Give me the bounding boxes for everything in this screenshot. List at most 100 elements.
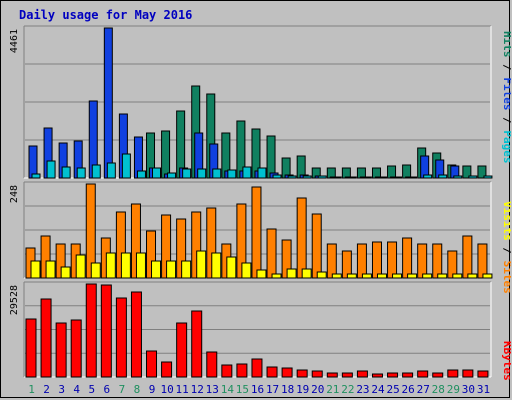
bar-kbytes-kbytes-day-16 bbox=[251, 358, 263, 378]
bar-kbytes-kbytes-day-23 bbox=[356, 370, 368, 378]
legend-separator: / bbox=[501, 58, 511, 78]
bar-visits-sites-day-12 bbox=[196, 250, 207, 279]
bar-hits-pages-day-28 bbox=[438, 174, 448, 179]
x-tick-label-day-23: 23 bbox=[356, 383, 369, 396]
x-tick-label-day-16: 16 bbox=[251, 383, 264, 396]
panel-visits-max-label: 248 bbox=[9, 185, 20, 203]
bar-visits-sites-day-1 bbox=[30, 260, 41, 279]
legend-entry-kbytes: KBytes bbox=[501, 341, 511, 381]
bar-hits-pages-day-22 bbox=[347, 176, 357, 179]
legend-separator: / bbox=[501, 111, 511, 131]
bar-hits-pages-day-23 bbox=[362, 176, 372, 179]
bar-visits-sites-day-28 bbox=[437, 273, 448, 279]
bar-visits-sites-day-13 bbox=[211, 252, 222, 279]
bar-visits-sites-day-18 bbox=[286, 268, 297, 279]
bar-hits-pages-day-5 bbox=[91, 164, 101, 179]
panel-visits-legend: Visits / Sites bbox=[501, 201, 511, 294]
bar-kbytes-kbytes-day-22 bbox=[341, 372, 353, 378]
bar-hits-pages-day-18 bbox=[287, 175, 297, 179]
bar-visits-visits-day-24 bbox=[371, 241, 382, 279]
bar-hits-pages-day-25 bbox=[393, 176, 403, 179]
bar-kbytes-kbytes-day-27 bbox=[417, 370, 429, 378]
bar-visits-visits-day-23 bbox=[356, 243, 367, 279]
bar-hits-pages-day-7 bbox=[121, 153, 131, 179]
x-tick-label-day-9: 9 bbox=[149, 383, 156, 396]
bar-visits-sites-day-10 bbox=[166, 260, 177, 279]
bar-hits-pages-day-31 bbox=[483, 175, 493, 179]
bar-visits-sites-day-6 bbox=[105, 252, 116, 279]
bar-kbytes-kbytes-day-8 bbox=[130, 291, 142, 378]
bar-hits-pages-day-15 bbox=[242, 166, 252, 179]
bar-kbytes-kbytes-day-3 bbox=[55, 322, 67, 378]
bar-kbytes-kbytes-day-15 bbox=[236, 363, 248, 378]
x-tick-label-day-14: 14 bbox=[221, 383, 235, 396]
bar-visits-sites-day-14 bbox=[226, 256, 237, 279]
x-tick-label-day-13: 13 bbox=[206, 383, 219, 396]
x-tick-label-day-7: 7 bbox=[119, 383, 126, 396]
bar-kbytes-kbytes-day-13 bbox=[206, 351, 218, 378]
bar-visits-visits-day-17 bbox=[266, 228, 277, 279]
bar-hits-hits-day-30 bbox=[462, 165, 472, 179]
bar-kbytes-kbytes-day-31 bbox=[477, 370, 489, 378]
bar-kbytes-kbytes-day-25 bbox=[387, 372, 399, 378]
bar-hits-pages-day-13 bbox=[212, 168, 222, 179]
panel-kbytes-legend: KBytes bbox=[501, 341, 511, 381]
bar-visits-visits-day-25 bbox=[387, 241, 398, 279]
bar-kbytes-kbytes-day-30 bbox=[462, 369, 474, 378]
bar-hits-pages-day-20 bbox=[317, 175, 327, 179]
bar-hits-pages-day-27 bbox=[423, 174, 433, 179]
x-tick-label-day-20: 20 bbox=[311, 383, 324, 396]
bar-visits-visits-day-31 bbox=[477, 243, 488, 279]
bar-hits-pages-day-6 bbox=[106, 162, 116, 179]
x-tick-label-day-22: 22 bbox=[341, 383, 354, 396]
bar-hits-hits-day-17 bbox=[266, 135, 276, 179]
x-tick-label-day-21: 21 bbox=[326, 383, 339, 396]
x-tick-label-day-1: 1 bbox=[28, 383, 35, 396]
bar-hits-pages-day-24 bbox=[377, 176, 387, 179]
bar-kbytes-kbytes-day-10 bbox=[161, 361, 173, 378]
bar-kbytes-kbytes-day-29 bbox=[447, 369, 459, 378]
bar-visits-sites-day-3 bbox=[60, 266, 71, 279]
bar-kbytes-kbytes-day-6 bbox=[100, 284, 112, 378]
bar-visits-sites-day-20 bbox=[316, 271, 327, 279]
bar-visits-sites-day-22 bbox=[346, 273, 357, 279]
bar-visits-sites-day-31 bbox=[482, 273, 493, 279]
x-tick-label-day-31: 31 bbox=[477, 383, 490, 396]
x-tick-label-day-29: 29 bbox=[447, 383, 460, 396]
chart-title: Daily usage for May 2016 bbox=[19, 8, 193, 22]
x-tick-label-day-17: 17 bbox=[266, 383, 279, 396]
bar-kbytes-kbytes-day-5 bbox=[85, 283, 97, 378]
x-tick-label-day-3: 3 bbox=[58, 383, 65, 396]
bar-visits-visits-day-19 bbox=[296, 197, 307, 279]
legend-entry-hits: Hits bbox=[501, 31, 511, 58]
x-tick-label-day-19: 19 bbox=[296, 383, 309, 396]
bar-visits-visits-day-27 bbox=[417, 243, 428, 279]
bar-kbytes-kbytes-day-7 bbox=[115, 297, 127, 378]
bar-hits-files-day-1 bbox=[28, 145, 38, 179]
x-tick-label-day-5: 5 bbox=[88, 383, 95, 396]
bar-visits-visits-day-16 bbox=[251, 186, 262, 279]
bar-kbytes-kbytes-day-19 bbox=[296, 369, 308, 378]
bar-visits-sites-day-27 bbox=[422, 273, 433, 279]
bar-hits-pages-day-9 bbox=[152, 167, 162, 179]
x-tick-label-day-18: 18 bbox=[281, 383, 294, 396]
x-tick-label-day-27: 27 bbox=[417, 383, 430, 396]
bar-visits-visits-day-20 bbox=[311, 213, 322, 279]
bar-hits-files-day-6 bbox=[103, 27, 113, 179]
bar-kbytes-kbytes-day-21 bbox=[326, 372, 338, 378]
bar-kbytes-kbytes-day-14 bbox=[221, 364, 233, 378]
x-tick-label-day-26: 26 bbox=[402, 383, 415, 396]
bar-visits-sites-day-16 bbox=[256, 269, 267, 279]
bar-kbytes-kbytes-day-12 bbox=[191, 310, 203, 378]
bar-kbytes-kbytes-day-24 bbox=[371, 373, 383, 378]
legend-entry-pages: Pages bbox=[501, 130, 511, 163]
bar-hits-pages-day-1 bbox=[31, 173, 41, 179]
bar-hits-pages-day-12 bbox=[197, 168, 207, 179]
bar-hits-pages-day-8 bbox=[136, 170, 146, 179]
bar-kbytes-kbytes-day-20 bbox=[311, 370, 323, 378]
x-tick-label-day-28: 28 bbox=[432, 383, 445, 396]
bar-visits-sites-day-25 bbox=[392, 273, 403, 279]
x-tick-label-day-10: 10 bbox=[160, 383, 173, 396]
bar-visits-sites-day-5 bbox=[90, 262, 101, 279]
